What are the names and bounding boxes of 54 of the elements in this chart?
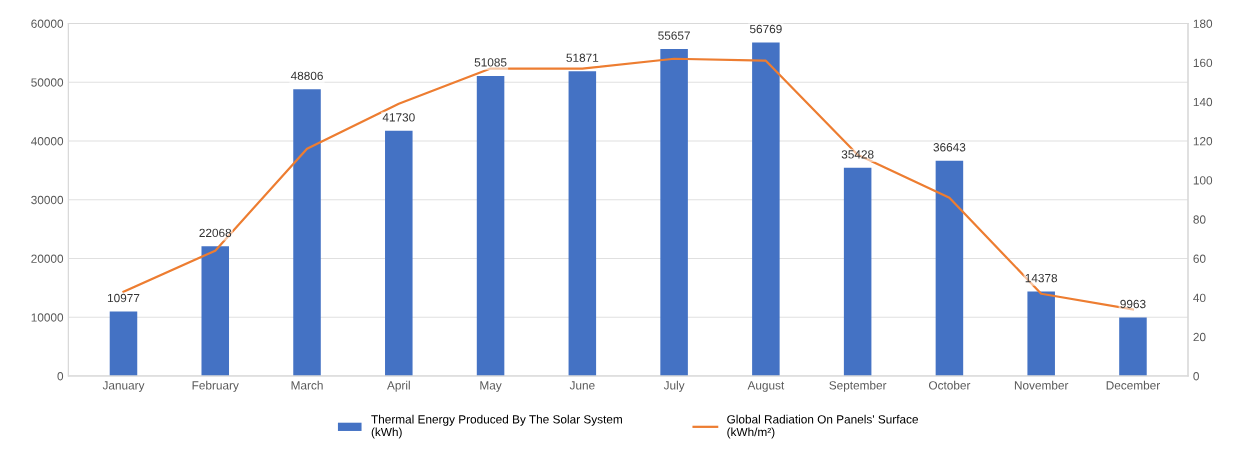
- bar: [660, 49, 688, 376]
- x-tick-label: September: [829, 380, 887, 392]
- x-tick-label: July: [663, 380, 685, 392]
- data-label: 14378: [1025, 273, 1058, 283]
- y2-tick-label: 180: [1193, 19, 1213, 28]
- y-tick-label: 40000: [31, 137, 64, 146]
- y2-tick-label: 60: [1193, 254, 1206, 263]
- data-label: 9963: [1120, 299, 1146, 309]
- x-tick-label: October: [928, 380, 971, 390]
- x-tick-label: January: [102, 381, 145, 392]
- data-label: 48806: [290, 71, 323, 80]
- bar: [1119, 317, 1147, 376]
- x-tick-label: November: [1014, 380, 1069, 390]
- bar: [935, 160, 964, 376]
- y-tick-label: 20000: [31, 254, 64, 263]
- y-tick-label: 0: [57, 372, 64, 381]
- y-tick-label: 30000: [31, 195, 64, 205]
- bar: [109, 311, 138, 376]
- bar: [201, 246, 230, 376]
- bar: [1027, 291, 1055, 376]
- y2-tick-label: 100: [1193, 176, 1213, 185]
- y2-tick-label: 20: [1193, 332, 1206, 342]
- x-tick-label: March: [291, 380, 323, 390]
- x-tick-label: April: [387, 380, 410, 392]
- y-tick-label: 50000: [31, 78, 64, 87]
- data-label: 56769: [749, 24, 782, 34]
- x-tick-label: December: [1106, 380, 1160, 390]
- x-tick-label: May: [480, 381, 502, 392]
- y-tick-label: 10000: [31, 313, 64, 322]
- bar: [293, 89, 321, 376]
- data-label: 41730: [382, 113, 415, 122]
- bar: [568, 71, 597, 376]
- data-label: 51871: [566, 53, 599, 62]
- bar: [752, 42, 780, 376]
- y2-tick-label: 0: [1193, 372, 1199, 381]
- y-tick-label: 60000: [31, 19, 64, 28]
- y2-tick-label: 80: [1193, 215, 1206, 224]
- bar: [476, 75, 505, 376]
- y2-tick-label: 140: [1193, 97, 1213, 107]
- data-label: 10977: [107, 293, 140, 303]
- x-tick-label: June: [569, 381, 595, 390]
- legend-label: Thermal Energy Produced By The Solar System (kWh): [371, 414, 622, 439]
- data-label: 36643: [933, 143, 966, 152]
- y2-tick-label: 120: [1193, 137, 1213, 146]
- bar: [385, 130, 413, 376]
- x-tick-label: August: [747, 381, 785, 392]
- x-tick-label: February: [192, 380, 239, 392]
- bar: [843, 167, 872, 376]
- y2-tick-label: 160: [1193, 58, 1213, 68]
- data-label: 51085: [474, 58, 507, 67]
- legend-label: Global Radiation On Panels' Surface (kWh/m²): [727, 414, 918, 439]
- y2-tick-label: 40: [1193, 293, 1206, 303]
- data-label: 22068: [199, 228, 232, 238]
- data-label: 55657: [658, 31, 690, 40]
